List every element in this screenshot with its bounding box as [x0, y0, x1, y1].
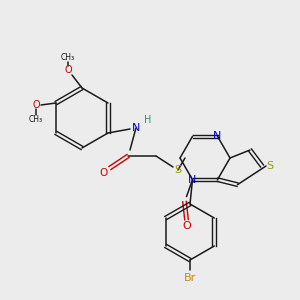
Text: N: N [132, 123, 140, 133]
Text: Br: Br [184, 273, 196, 283]
Text: H: H [144, 115, 152, 125]
Text: N: N [188, 175, 197, 185]
Text: O: O [64, 65, 72, 75]
Text: N: N [213, 131, 222, 141]
Text: O: O [100, 168, 108, 178]
Text: O: O [32, 100, 40, 110]
Text: O: O [182, 221, 191, 231]
Text: S: S [266, 161, 274, 171]
Text: CH₃: CH₃ [29, 115, 43, 124]
Text: CH₃: CH₃ [61, 53, 75, 62]
Text: S: S [174, 165, 182, 175]
